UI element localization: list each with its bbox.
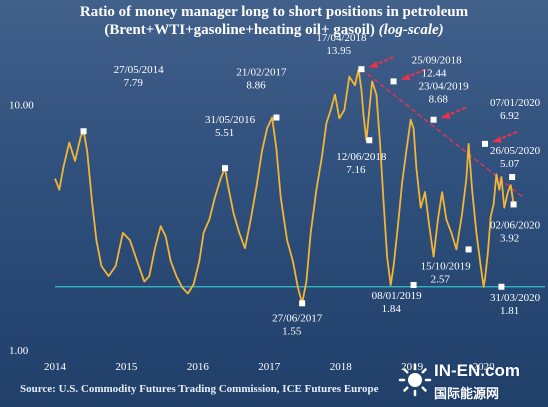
watermark-text-en: IN-EN.com [434,361,520,380]
annotation-arrowhead [441,111,451,119]
annotation-value-label: 12.44 [422,67,447,79]
annotation-date-label: 25/09/2018 [412,54,463,66]
annotation-date-label: 07/01/2020 [490,97,541,109]
series-line [54,68,515,305]
annotation-arrowhead [493,135,502,143]
annotation-arrowhead [401,73,411,81]
data-point-marker [509,174,516,181]
data-point-marker [510,201,517,208]
data-point-marker [482,140,488,147]
annotation-date-label: 08/01/2019 [372,290,423,302]
annotation-value-label: 6.92 [500,110,519,122]
annotation-value-label: 1.84 [382,303,402,315]
subtitle-main: (Brent+WTI+gasoline+heating oil+ gasoil) [104,22,375,38]
annotation-date-label: 23/04/2019 [419,81,470,93]
annotation-date-label: 17/04/2018 [316,32,367,44]
annotation-value-label: 1.81 [500,305,519,317]
annotation-date-label: 12/06/2018 [336,151,387,163]
data-point-marker [465,246,472,253]
x-tick-label: 2014 [44,361,67,373]
data-point-marker [222,165,228,172]
annotation-value-label: 5.51 [215,127,234,139]
data-point-marker [366,137,373,144]
annotation-date-label: 31/05/2016 [205,114,256,126]
annotation-value-label: 7.16 [346,164,366,176]
annotation-date-label: 27/05/2014 [114,64,165,76]
chart-title: Ratio of money manager long to short pos… [79,4,469,20]
data-point-marker [390,78,397,85]
chart-subtitle: (Brent+WTI+gasoline+heating oil+ gasoil)… [0,21,548,39]
annotation-value-label: 1.55 [282,325,302,337]
data-point-marker [498,283,505,290]
x-tick-label: 2017 [258,361,281,373]
x-tick-label: 2016 [187,361,210,373]
y-tick-label: 1.00 [9,345,29,357]
data-point-marker [358,66,365,73]
annotation-date-label: 31/03/2020 [490,292,541,304]
watermark-text-cn: 国际能源网 [434,387,500,402]
source-note: Source: U.S. Commodity Futures Trading C… [20,383,379,395]
annotation-value-label: 5.07 [500,158,520,170]
annotation-date-label: 27/06/2017 [272,312,323,324]
data-point-marker [273,114,280,121]
data-point-marker [80,128,87,135]
annotation-value-label: 3.92 [500,232,519,244]
annotation-date-label: 21/02/2017 [236,67,287,79]
annotation-date-label: 26/05/2020 [490,145,541,157]
annotation-value-label: 8.68 [429,94,449,106]
y-tick-label: 10.00 [9,100,34,112]
x-tick-label: 2020 [473,361,496,373]
annotation-date-label: 02/06/2020 [490,219,541,231]
annotation-value-label: 13.95 [326,45,351,57]
annotation-arrowhead [369,61,379,69]
annotation-value-label: 2.57 [431,273,451,285]
x-tick-label: 2018 [330,361,353,373]
annotation-value-label: 7.79 [124,77,144,89]
data-point-marker [410,282,417,289]
x-tick-label: 2019 [401,361,424,373]
sun-logo-icon [398,363,432,397]
watermark-logo: IN-EN.com 国际能源网 [394,361,544,405]
annotation-value-label: 8.86 [246,80,266,92]
annotation-date-label: 15/10/2019 [421,260,472,272]
x-tick-label: 2015 [115,361,138,373]
data-point-marker [430,116,437,123]
subtitle-scale: (log-scale) [378,22,444,38]
data-point-marker [299,300,306,307]
